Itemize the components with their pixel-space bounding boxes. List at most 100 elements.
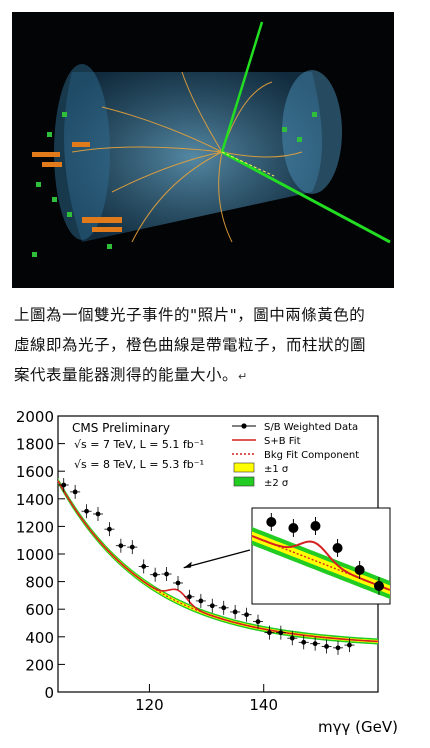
marker [141, 564, 147, 569]
inset-marker [310, 521, 321, 531]
marker [289, 635, 295, 641]
data-point [93, 506, 103, 521]
marker [221, 605, 227, 611]
data-point [184, 589, 195, 604]
caption-line-3: 案代表量能器測得的能量大小。↵ [14, 360, 414, 392]
legend-entry: Bkg Fit Component [232, 450, 359, 461]
y-tick-label: 400 [25, 629, 54, 647]
data-point [115, 538, 126, 553]
data-point [150, 567, 161, 582]
data-point [138, 559, 149, 574]
data-point [230, 604, 241, 619]
chart-title: CMS Preliminary [72, 421, 170, 435]
inset-data-point [332, 539, 343, 557]
annotation-8tev: √s = 8 TeV, L = 5.3 fb⁻¹ [74, 458, 204, 471]
data-point [321, 639, 332, 654]
data-point [195, 593, 206, 608]
legend-symbol-band [233, 476, 255, 487]
annotation-7tev: √s = 7 TeV, L = 5.1 fb⁻¹ [74, 438, 204, 451]
data-point [58, 478, 69, 492]
legend-label: ±2 σ [264, 478, 289, 489]
legend-entry: S+B Fit [232, 436, 301, 447]
event-display-graphic [12, 12, 394, 288]
data-point [173, 575, 183, 590]
y-tick-label: 1600 [16, 463, 54, 481]
marker [324, 644, 329, 649]
data-point [275, 625, 286, 640]
legend-label: S/B Weighted Data [264, 422, 358, 433]
marker [278, 630, 284, 636]
data-point [104, 522, 115, 537]
y-tick-label: 1000 [16, 546, 54, 564]
marker [267, 630, 272, 636]
inset-marker [288, 523, 299, 533]
data-point [310, 636, 321, 651]
marker [107, 526, 112, 532]
marker [198, 598, 204, 604]
legend-label: ±1 σ [264, 464, 289, 475]
marker [209, 603, 215, 609]
inset-marker [354, 565, 365, 575]
legend-entry: S/B Weighted Data [232, 422, 358, 433]
y-tick-label: 0 [44, 684, 54, 702]
data-point [207, 598, 218, 613]
marker [187, 594, 192, 600]
zoom-arrow-head [183, 561, 192, 568]
marker [175, 580, 181, 586]
inset-marker [373, 581, 384, 591]
chart-svg: 0 200 400 600 800 1000 1200 1400 1600 1800 2000 12… [16, 408, 398, 736]
marker [347, 642, 352, 648]
x-axis-label: mγγ (GeV) [318, 718, 398, 736]
data-point [333, 640, 343, 655]
legend-entry: ±1 σ [233, 462, 289, 475]
marker [152, 572, 158, 578]
inset-data-point [310, 517, 321, 535]
data-point [344, 638, 355, 653]
inset-data-point [266, 513, 277, 531]
marker [95, 511, 101, 517]
x-tick-label: 140 [249, 696, 278, 714]
data-point [287, 631, 298, 646]
legend-label: Bkg Fit Component [264, 450, 359, 461]
data-point [241, 607, 252, 622]
diphoton-mass-chart: 0 200 400 600 800 1000 1200 1400 1600 1800 2000 12… [0, 402, 430, 744]
y-tick-label: 1400 [16, 491, 54, 509]
marker [118, 543, 124, 549]
inset-marker [332, 543, 343, 553]
data-point [161, 567, 172, 582]
marker [335, 645, 341, 651]
inset-marker [266, 517, 277, 527]
marker [244, 612, 249, 618]
y-tick-label: 800 [25, 574, 54, 592]
caption-text: 上圖為一個雙光子事件的"照片"，圖中兩條黃色的 虛線即為光子，橙色曲線是帶電粒子… [14, 300, 414, 392]
event-display-image [12, 12, 394, 288]
caption-line-3-text: 案代表量能器測得的能量大小。 [14, 366, 239, 384]
legend-symbol-marker [241, 423, 247, 429]
data-point [127, 540, 138, 555]
return-mark: ↵ [238, 370, 248, 383]
inset-sb-line [251, 535, 391, 591]
legend-label: S+B Fit [264, 436, 301, 447]
caption-line-1: 上圖為一個雙光子事件的"照片"，圖中兩條黃色的 [14, 306, 366, 324]
caption-line-2: 虛線即為光子，橙色曲線是帶電粒子，而柱狀的圖 [14, 336, 367, 354]
y-tick-label: 600 [25, 601, 54, 619]
data-point [70, 484, 81, 499]
marker [72, 489, 78, 495]
marker [84, 508, 89, 514]
inset-data-point [354, 561, 365, 579]
zoom-arrow-line [183, 549, 251, 569]
fit-line-bkg [57, 480, 379, 643]
data-point [253, 614, 263, 629]
data-point [264, 625, 275, 640]
marker [129, 544, 135, 550]
marker [301, 639, 307, 645]
y-tick-label: 1800 [16, 436, 54, 454]
y-tick-label: 1200 [16, 518, 54, 536]
data-point [218, 600, 229, 615]
y-tick-label: 2000 [16, 408, 54, 426]
x-tick-label: 120 [135, 696, 164, 714]
marker [61, 482, 67, 488]
marker [255, 619, 261, 625]
marker [232, 609, 238, 615]
y-tick-label: 200 [25, 656, 54, 674]
